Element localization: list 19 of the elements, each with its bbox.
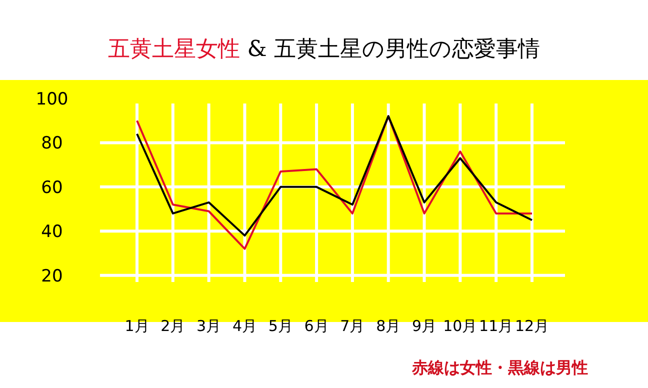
x-tick-label: 1月 — [124, 317, 150, 335]
chart-title: 五黄土星女性 & 五黄土星の男性の恋愛事情 — [108, 37, 540, 62]
y-tick-label: 100 — [36, 90, 68, 110]
y-tick-label: 20 — [41, 266, 63, 286]
x-tick-label: 9月 — [412, 317, 437, 335]
x-tick-label: 11月 — [479, 317, 514, 335]
text: 赤線は女性・黒線は男性 — [411, 358, 588, 377]
x-tick-label: 3月 — [196, 317, 222, 335]
y-tick-label: 80 — [41, 134, 63, 154]
y-tick-label: 40 — [41, 222, 63, 242]
y-tick-label: 60 — [41, 178, 63, 198]
x-tick-label: 6月 — [304, 317, 329, 335]
x-tick-label: 5月 — [268, 317, 293, 335]
x-tick-label: 10月 — [443, 317, 478, 335]
x-tick-label: 7月 — [340, 317, 365, 335]
x-tick-label: 2月 — [160, 317, 186, 335]
x-tick-label: 12月 — [514, 317, 550, 335]
x-tick-label: 8月 — [376, 317, 401, 335]
x-tick-label: 4月 — [232, 317, 257, 335]
